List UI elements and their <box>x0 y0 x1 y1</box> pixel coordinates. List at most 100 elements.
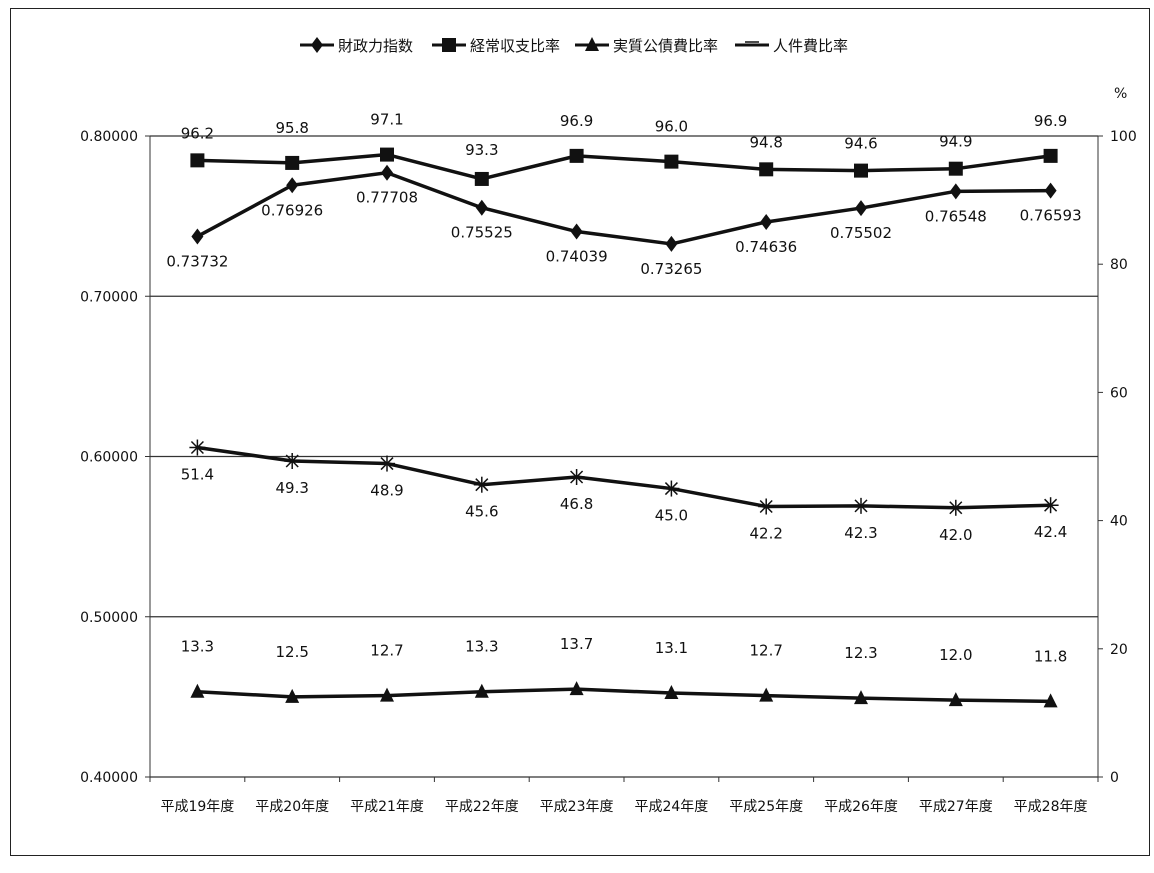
square-marker <box>664 154 679 169</box>
square-marker <box>569 148 584 163</box>
square-marker <box>190 153 205 168</box>
data-label: 97.1 <box>370 111 403 129</box>
data-label: 12.5 <box>275 643 308 661</box>
data-label: 12.3 <box>844 644 877 662</box>
series-triangle <box>190 681 1058 708</box>
x-tick-label: 平成22年度 <box>445 799 519 815</box>
x-tick-label: 平成25年度 <box>729 799 803 815</box>
left-tick-label: 0.50000 <box>80 610 138 626</box>
data-label: 0.73265 <box>640 260 702 278</box>
data-label: 42.4 <box>1034 523 1067 541</box>
data-label: 42.2 <box>749 524 782 542</box>
right-tick-label: 0 <box>1110 770 1119 786</box>
series-line <box>197 152 1051 181</box>
legend-label: 経常収支比率 <box>470 37 560 55</box>
square-marker <box>854 163 868 178</box>
legend-label: 財政力指数 <box>338 37 413 55</box>
data-label: 96.2 <box>181 124 214 142</box>
data-label: 49.3 <box>275 479 308 497</box>
legend-item: 経常収支比率 <box>432 37 560 55</box>
axes: 0.40000 0.50000 0.60000 0.70000 0.80000 0 20 40… <box>80 86 1137 815</box>
diamond-marker <box>760 213 773 230</box>
triangle-marker <box>948 692 963 707</box>
legend-item: 財政力指数 <box>300 37 413 55</box>
asterisk-marker <box>189 439 206 456</box>
x-tick-label: 平成19年度 <box>160 799 234 815</box>
asterisk-marker <box>663 480 680 497</box>
data-label: 0.74039 <box>546 248 608 266</box>
data-label: 45.6 <box>465 503 498 521</box>
diamond-marker <box>286 177 299 194</box>
asterisk-marker <box>947 499 964 516</box>
data-label: 12.7 <box>370 642 403 660</box>
x-tick-label: 平成27年度 <box>919 799 993 815</box>
square-marker <box>474 171 489 186</box>
asterisk-marker <box>758 498 775 515</box>
right-axis-unit: % <box>1114 86 1127 102</box>
asterisk-marker <box>853 497 869 514</box>
data-labels: 0.73732 0.76926 0.77708 0.75525 0.74039 0.732… <box>166 111 1081 666</box>
triangle-marker <box>190 683 205 698</box>
legend: 財政力指数 経常収支比率 実質公債費比率 人件費比率 <box>300 37 848 55</box>
chart-frame <box>10 8 1150 856</box>
right-tick-label: 60 <box>1110 385 1128 401</box>
triangle-marker <box>569 681 584 696</box>
data-label: 95.8 <box>275 119 308 137</box>
diamond-marker <box>1044 182 1057 199</box>
legend-label: 人件費比率 <box>773 37 848 55</box>
left-tick-label: 0.80000 <box>80 129 138 145</box>
square-marker <box>442 38 456 52</box>
data-label: 42.3 <box>844 524 877 542</box>
square-marker <box>1043 148 1058 163</box>
asterisk-marker <box>1042 497 1059 514</box>
data-label: 13.7 <box>560 635 593 653</box>
data-label: 0.73732 <box>166 252 228 270</box>
data-label: 51.4 <box>181 466 214 484</box>
diamond-marker <box>311 37 323 53</box>
asterisk-marker <box>473 476 490 493</box>
data-label: 12.7 <box>749 642 782 660</box>
square-marker <box>285 155 300 170</box>
asterisk-marker <box>379 455 395 472</box>
triangle-marker <box>664 685 679 700</box>
data-label: 0.76926 <box>261 201 323 219</box>
data-label: 48.9 <box>370 482 403 500</box>
data-label: 93.3 <box>465 141 498 159</box>
x-tick-label: 平成23年度 <box>540 799 614 815</box>
triangle-marker <box>854 690 868 705</box>
data-label: 94.6 <box>844 135 877 153</box>
diamond-marker <box>855 200 867 217</box>
data-label: 46.8 <box>560 495 593 513</box>
data-label: 0.74636 <box>735 238 797 256</box>
x-tick-label: 平成20年度 <box>255 799 329 815</box>
asterisk-marker <box>568 469 585 486</box>
diamond-marker <box>949 183 962 200</box>
right-tick-label: 80 <box>1110 257 1128 273</box>
data-label: 96.9 <box>560 112 593 130</box>
triangle-marker <box>585 37 599 51</box>
data-label: 0.77708 <box>356 189 418 207</box>
data-label: 0.75525 <box>451 224 513 242</box>
data-label: 45.0 <box>655 507 688 525</box>
square-marker <box>759 162 774 177</box>
series-line <box>197 445 1051 510</box>
data-label: 0.76593 <box>1020 207 1082 225</box>
diamond-marker <box>191 228 204 245</box>
triangle-marker <box>285 688 300 703</box>
data-label: 96.9 <box>1034 112 1067 130</box>
series-square <box>190 147 1058 186</box>
data-label: 42.0 <box>939 526 972 544</box>
data-label: 13.3 <box>181 638 214 656</box>
x-tick-label: 平成26年度 <box>824 799 898 815</box>
data-label: 13.1 <box>655 639 688 657</box>
data-label: 11.8 <box>1034 647 1067 665</box>
triangle-marker <box>380 687 394 702</box>
series-line <box>196 170 1051 246</box>
diamond-marker <box>381 164 393 181</box>
diamond-marker <box>570 223 583 240</box>
legend-item: 人件費比率 <box>735 37 848 55</box>
square-marker <box>380 147 394 162</box>
right-tick-label: 40 <box>1110 514 1128 530</box>
triangle-marker <box>759 687 774 702</box>
